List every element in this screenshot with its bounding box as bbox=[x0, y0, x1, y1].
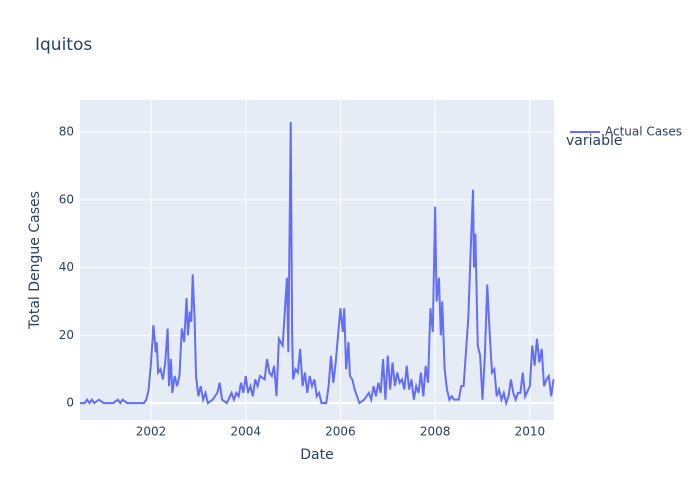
x-axis-title: Date bbox=[300, 447, 333, 463]
x-tick-label: 2004 bbox=[230, 425, 261, 439]
y-tick-label: 60 bbox=[59, 192, 74, 206]
y-tick-label: 80 bbox=[59, 125, 74, 139]
y-axis-title: Total Dengue Cases bbox=[27, 191, 43, 330]
x-tick-label: 2008 bbox=[420, 425, 451, 439]
chart-title: Iquitos bbox=[35, 35, 92, 55]
y-tick-label: 40 bbox=[59, 260, 74, 274]
x-tick-label: 2010 bbox=[515, 425, 546, 439]
data-line bbox=[80, 121, 555, 407]
x-tick-label: 2002 bbox=[136, 425, 167, 439]
legend-label: Actual Cases bbox=[605, 125, 682, 139]
y-tick-label: 0 bbox=[66, 396, 74, 410]
x-tick-label: 2006 bbox=[325, 425, 356, 439]
y-tick-label: 20 bbox=[59, 328, 74, 342]
legend-title: variable bbox=[566, 133, 622, 149]
